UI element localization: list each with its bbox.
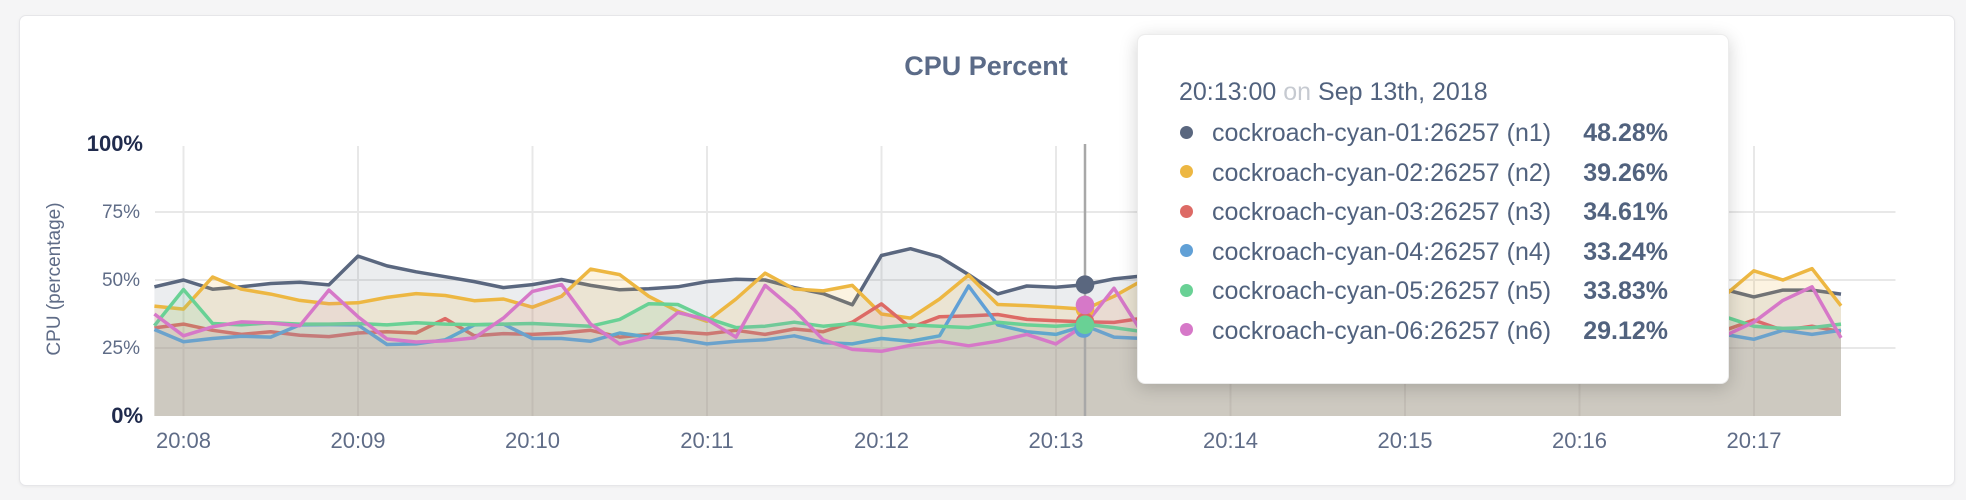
svg-text:20:12: 20:12 [854,428,909,453]
svg-text:CPU (percentage): CPU (percentage) [44,202,65,355]
svg-text:20:15: 20:15 [1377,428,1432,453]
svg-text:100%: 100% [87,131,143,156]
svg-text:20:17: 20:17 [1726,428,1781,453]
svg-text:20:08: 20:08 [156,428,211,453]
svg-text:50%: 50% [102,270,140,291]
svg-text:20:10: 20:10 [505,428,560,453]
svg-text:20:11: 20:11 [680,428,733,453]
svg-text:25%: 25% [102,338,140,359]
svg-text:20:09: 20:09 [330,428,385,453]
svg-text:20:13: 20:13 [1028,428,1083,453]
svg-text:0%: 0% [111,403,143,428]
svg-text:20:14: 20:14 [1203,428,1258,453]
svg-text:75%: 75% [102,202,140,223]
svg-text:20:16: 20:16 [1552,428,1607,453]
